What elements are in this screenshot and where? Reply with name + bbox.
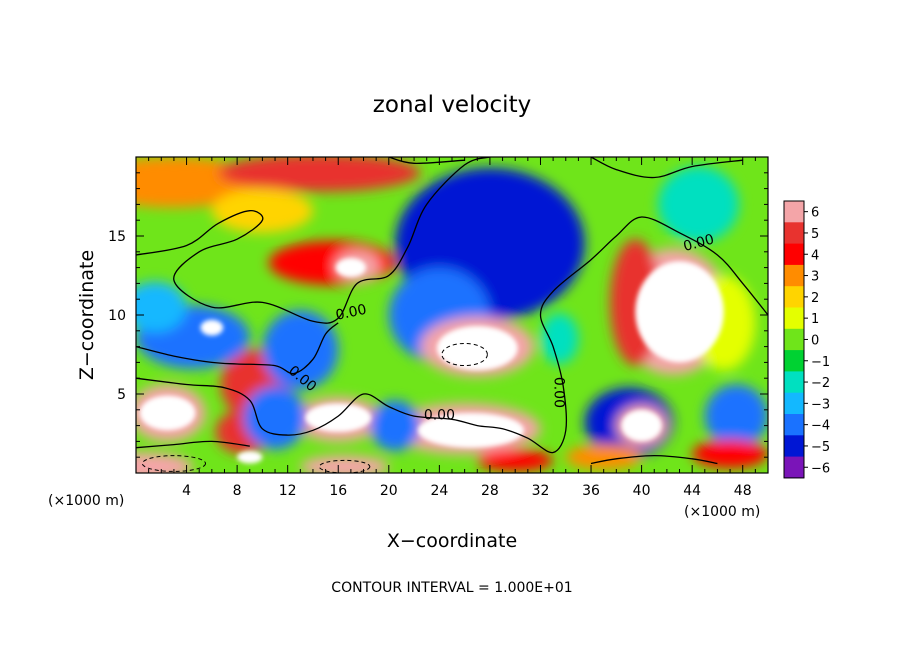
contour-interval-footer: CONTOUR INTERVAL = 1.000E+01 (331, 580, 572, 596)
dashed-contour-0 (441, 342, 488, 367)
dashed-contour-2 (318, 459, 371, 473)
zero-contour-3 (136, 440, 250, 449)
velocity-blob-5 (658, 166, 739, 243)
colorbar-label-0: 0 (811, 333, 819, 348)
x-tick-label-20: 20 (380, 483, 398, 499)
x-tick-label-48: 48 (734, 483, 752, 499)
colorbar-label--1: −1 (811, 355, 830, 370)
colorbar-label-2: 2 (811, 291, 819, 306)
x-tick-label-32: 32 (532, 483, 550, 499)
contour-label-text-3: 0.00 (550, 377, 566, 408)
velocity-blob-19 (243, 386, 307, 450)
zero-contour-5 (388, 157, 465, 164)
x-tick-label-28: 28 (481, 483, 499, 499)
saturated-region-1 (635, 261, 724, 363)
y-axis-label: Z−coordinate (76, 250, 98, 380)
velocity-blob-29 (540, 313, 579, 364)
x-axis-ticks: 4 8 12 16 20 24 28 32 36 40 44 48 (148, 157, 756, 499)
colorbar-swatch-3 (784, 264, 804, 287)
x-tick-label-44: 44 (683, 483, 701, 499)
velocity-blob-24 (136, 452, 193, 473)
x-tick-label-36: 36 (582, 483, 600, 499)
colorbar-label-3: 3 (811, 270, 819, 285)
contour-label-text-4: 0.00 (682, 232, 716, 256)
colorbar-swatch--2 (784, 371, 804, 394)
colorbar-swatch-1 (784, 307, 804, 330)
velocity-blob-1 (218, 157, 421, 192)
zero-contour-6 (590, 157, 743, 179)
colorbar: 6 5 4 3 2 1 0 −1 −2 −3 −4 −5 −6 (783, 200, 830, 479)
colorbar-swatch--6 (784, 456, 804, 479)
colorbar-swatch--1 (784, 350, 804, 372)
colorbar-label--3: −3 (811, 397, 830, 412)
saturated-region-6 (417, 412, 525, 448)
velocity-blob-14 (262, 310, 339, 390)
x-tick-label-24: 24 (430, 483, 448, 499)
x-tick-label-12: 12 (279, 483, 297, 499)
saturated-region-0 (436, 326, 518, 371)
contour-label-text-0: 0.00 (334, 302, 368, 324)
saturated-region-8 (237, 450, 263, 464)
colorbar-label-1: 1 (811, 312, 819, 327)
contour-label-0: 0.00 (334, 302, 368, 324)
colorbar-label--6: −6 (811, 461, 830, 476)
colorbar-swatch-6 (784, 201, 804, 223)
colorbar-label--4: −4 (811, 419, 830, 434)
colorbar-label-6: 6 (811, 206, 819, 221)
x-tick-label-40: 40 (633, 483, 651, 499)
saturated-region-3 (200, 319, 224, 336)
velocity-blob-13 (136, 281, 187, 333)
x-unit-note-left: (×1000 m) (48, 493, 124, 509)
contour-label-3: 0.00 (550, 377, 566, 408)
colorbar-swatch-4 (784, 243, 804, 266)
y-axis-ticks: 5 10 15 (108, 172, 768, 458)
colorbar-label--5: −5 (811, 440, 830, 455)
zero-contours (136, 157, 768, 465)
velocity-blob-22 (704, 384, 768, 448)
x-unit-note-right: (×1000 m) (684, 504, 760, 520)
colorbar-swatch-2 (784, 286, 804, 308)
colorbar-swatch--3 (784, 392, 804, 415)
colorbar-swatch-0 (784, 328, 804, 351)
zero-contour-0 (136, 157, 491, 324)
velocity-blob-25 (300, 455, 389, 473)
x-tick-label-4: 4 (182, 483, 191, 499)
x-tick-label-8: 8 (233, 483, 242, 499)
zero-contour-2 (136, 216, 768, 454)
velocity-blob-26 (692, 439, 768, 469)
zero-contour-1 (136, 322, 339, 375)
colorbar-label-5: 5 (811, 227, 819, 242)
colorbar-label--2: −2 (811, 376, 830, 391)
contour-label-text-2: 0.00 (424, 408, 455, 424)
saturated-region-5 (305, 403, 372, 432)
velocity-blob-28 (477, 449, 554, 472)
negative-contours (141, 342, 488, 473)
colorbar-swatch--4 (784, 414, 804, 436)
y-tick-label-5: 5 (117, 387, 126, 403)
colorbar-label-4: 4 (811, 248, 819, 263)
heatmap-field: 0.000.000.000.000.00 (136, 157, 768, 473)
saturated-region-7 (621, 409, 662, 442)
velocity-blob-20 (369, 400, 421, 451)
velocity-blob-27 (565, 444, 642, 470)
colorbar-swatch-5 (784, 222, 804, 245)
contour-label-4: 0.00 (682, 232, 716, 256)
dashed-contour-1 (141, 455, 207, 472)
colorbar-swatch--5 (784, 435, 804, 458)
zero-contour-4 (590, 454, 718, 465)
chart-title: zonal velocity (373, 92, 531, 118)
x-axis-label: X−coordinate (387, 530, 517, 552)
x-tick-label-16: 16 (329, 483, 347, 499)
y-tick-label-10: 10 (108, 308, 126, 324)
contour-label-2: 0.00 (424, 408, 455, 424)
saturated-regions (139, 258, 724, 464)
saturated-region-4 (139, 395, 196, 431)
y-tick-label-15: 15 (108, 229, 126, 245)
velocity-blob-2 (211, 188, 313, 233)
saturated-region-2 (335, 258, 367, 278)
